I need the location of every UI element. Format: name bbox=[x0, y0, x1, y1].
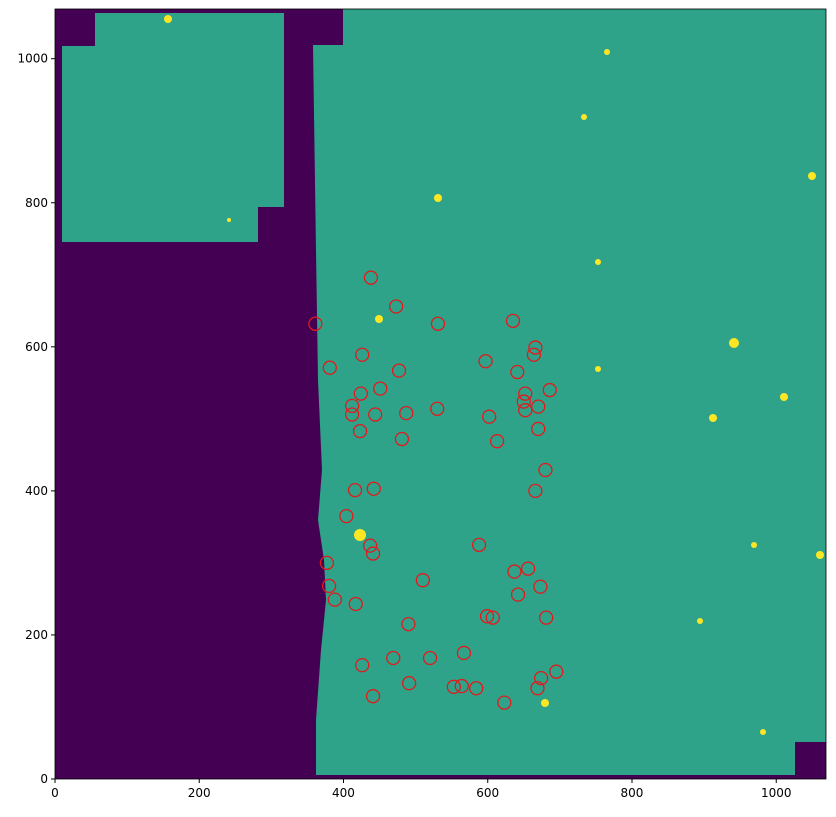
source-marker bbox=[549, 664, 564, 679]
y-tick-label: 800 bbox=[25, 196, 48, 210]
source-marker bbox=[321, 578, 337, 594]
source-marker bbox=[401, 676, 417, 691]
source-marker bbox=[339, 508, 354, 524]
source-marker bbox=[516, 394, 531, 409]
source-marker bbox=[368, 407, 383, 422]
source-marker bbox=[344, 407, 360, 422]
source-marker bbox=[497, 695, 512, 710]
image-main bbox=[313, 9, 826, 775]
source-marker bbox=[528, 340, 543, 355]
source-marker bbox=[319, 555, 335, 571]
source-marker bbox=[363, 538, 378, 553]
source-marker bbox=[347, 483, 363, 498]
source-marker bbox=[530, 681, 545, 696]
stars bbox=[164, 15, 824, 735]
y-tick-label: 200 bbox=[25, 628, 48, 642]
source-marker bbox=[478, 354, 493, 369]
x-tick-label: 200 bbox=[188, 786, 211, 800]
source-marker bbox=[344, 398, 360, 414]
source-marker bbox=[353, 386, 368, 401]
source-marker bbox=[365, 689, 381, 704]
source-marker bbox=[373, 381, 388, 396]
x-tick-label: 800 bbox=[621, 786, 644, 800]
source-marker bbox=[520, 561, 536, 576]
source-marker bbox=[526, 347, 542, 362]
source-marker bbox=[430, 401, 445, 416]
source-marker bbox=[489, 434, 505, 449]
source-marker bbox=[355, 658, 370, 673]
source-marker bbox=[533, 579, 548, 594]
source-marker bbox=[469, 681, 484, 696]
source-marker bbox=[482, 409, 497, 424]
source-marker bbox=[471, 537, 487, 553]
y-tick-label: 400 bbox=[25, 484, 48, 498]
source-marker bbox=[401, 616, 416, 632]
source-marker bbox=[538, 462, 553, 478]
source-marker bbox=[510, 364, 525, 380]
x-tick-label: 400 bbox=[332, 786, 355, 800]
source-marker bbox=[399, 405, 414, 421]
plot-frame bbox=[54, 8, 827, 780]
source-marker bbox=[446, 679, 461, 694]
source-marker bbox=[388, 299, 404, 314]
source-marker bbox=[528, 483, 543, 499]
source-marker bbox=[391, 363, 407, 378]
source-marker bbox=[510, 587, 526, 602]
source-marker bbox=[365, 546, 381, 561]
source-marker bbox=[308, 316, 323, 331]
source-marker bbox=[533, 671, 549, 686]
source-marker bbox=[542, 382, 557, 398]
x-tick-label: 1000 bbox=[761, 786, 792, 800]
source-marker bbox=[456, 645, 472, 661]
source-marker bbox=[327, 592, 342, 607]
y-tick-label: 0 bbox=[40, 772, 48, 786]
x-tick-label: 0 bbox=[51, 786, 59, 800]
source-marker bbox=[386, 650, 401, 666]
source-marker bbox=[355, 347, 370, 362]
source-marker bbox=[507, 564, 522, 579]
source-marker bbox=[531, 421, 546, 437]
source-marker bbox=[348, 596, 363, 612]
source-marker bbox=[539, 610, 554, 625]
x-tick-label: 600 bbox=[476, 786, 499, 800]
y-tick-label: 1000 bbox=[17, 52, 48, 66]
source-marker bbox=[394, 431, 410, 447]
source-marker bbox=[322, 360, 337, 375]
source-marker bbox=[363, 270, 379, 285]
source-marker bbox=[518, 386, 533, 401]
source-marker bbox=[485, 610, 500, 625]
source-marker bbox=[479, 609, 495, 624]
source-marker bbox=[352, 423, 368, 439]
source-marker bbox=[531, 399, 546, 414]
source-marker bbox=[505, 313, 521, 329]
source-marker bbox=[454, 678, 469, 694]
image-patch bbox=[62, 13, 284, 242]
source-marker bbox=[422, 650, 438, 666]
y-tick-label: 600 bbox=[25, 340, 48, 354]
source-marker bbox=[415, 573, 430, 588]
source-marker bbox=[518, 403, 533, 418]
source-marker bbox=[366, 481, 381, 496]
source-marker bbox=[430, 316, 446, 331]
